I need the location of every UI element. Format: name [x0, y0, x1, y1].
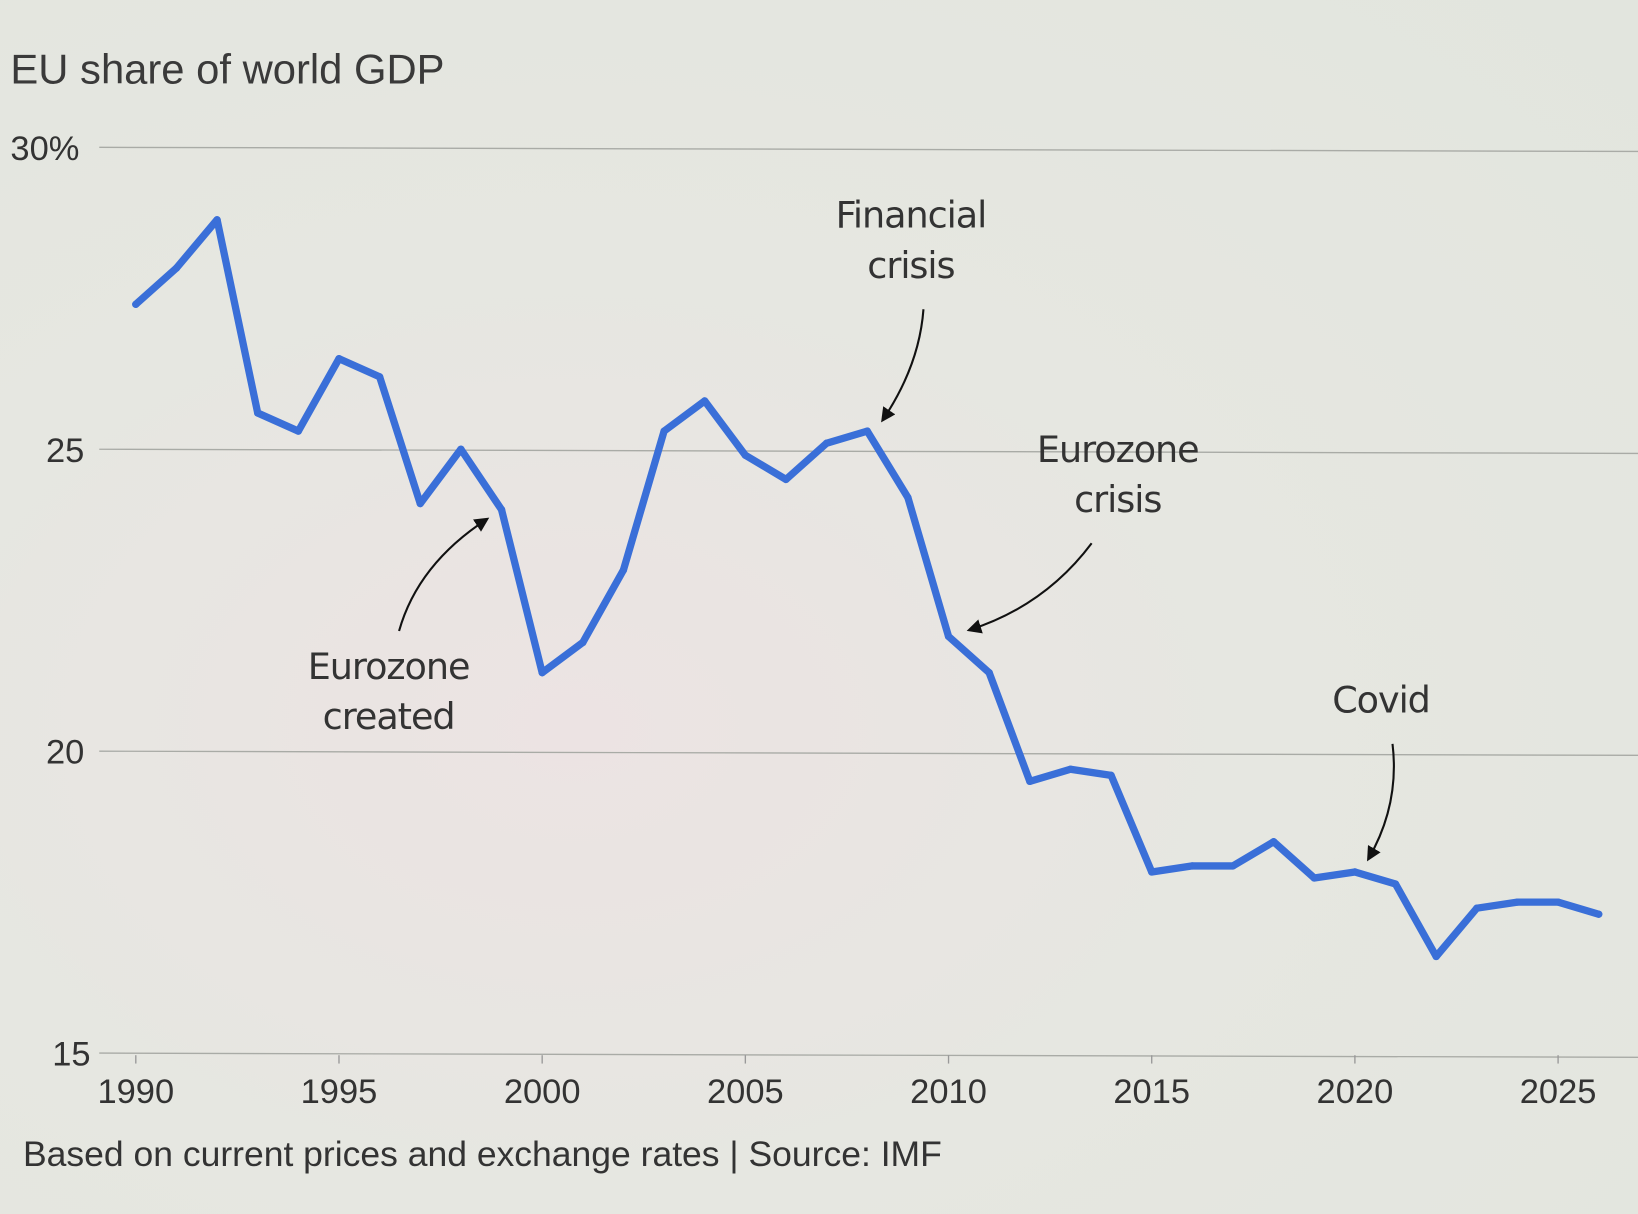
data-point [741, 451, 750, 459]
data-point [416, 499, 424, 508]
data-point [619, 566, 628, 574]
x-tick-label: 2020 [1317, 1073, 1394, 1111]
data-point [1066, 765, 1075, 773]
data-point [863, 427, 871, 435]
annotation-arrow [966, 542, 1093, 634]
data-point [254, 409, 262, 417]
data-point [1432, 952, 1440, 961]
data-point [1391, 880, 1400, 888]
annotation-label: created [323, 695, 455, 738]
data-point [1554, 898, 1562, 906]
data-point [1351, 868, 1359, 876]
data-point [822, 439, 831, 447]
data-point [1026, 777, 1034, 786]
gridline [99, 1052, 1638, 1058]
annotation: Eurozone created [308, 517, 490, 738]
y-tick-label: 25 [46, 432, 84, 470]
data-point [579, 638, 587, 647]
annotation-label: Eurozone [308, 645, 470, 688]
chart-footnote: Based on current prices and exchange rat… [23, 1134, 942, 1174]
data-point [1229, 862, 1237, 870]
y-tick-label: 15 [52, 1036, 90, 1074]
data-point [1148, 868, 1156, 876]
data-point [457, 445, 465, 453]
series-line [132, 216, 1603, 961]
data-point [944, 632, 953, 641]
data-point [335, 355, 343, 363]
annotation-label: Financial [836, 194, 987, 237]
annotation-label: Covid [1332, 679, 1430, 722]
annotation-arrow [398, 517, 490, 632]
data-point [375, 373, 384, 381]
data-point [985, 669, 993, 677]
chart-title: EU share of world GDP [10, 46, 444, 93]
data-point [497, 505, 506, 514]
x-tick-label: 2000 [504, 1073, 581, 1111]
data-point [172, 264, 181, 272]
annotation: Eurozone crisis [966, 428, 1200, 634]
data-point [132, 300, 140, 308]
data-point [213, 216, 221, 224]
data-point [1188, 862, 1197, 870]
gridline [99, 448, 1638, 455]
gridline [99, 750, 1638, 757]
x-tick-label: 2010 [910, 1073, 987, 1111]
data-point [1473, 904, 1481, 912]
data-point [904, 493, 912, 502]
x-tick-label: 2005 [707, 1073, 784, 1111]
annotation: Covid [1332, 679, 1431, 862]
data-point [294, 427, 303, 435]
annotation-label: crisis [1074, 478, 1161, 521]
data-point [1310, 874, 1318, 882]
annotation-label: crisis [867, 244, 954, 287]
y-tick-label: 30% [10, 130, 79, 168]
data-point [1595, 910, 1603, 918]
x-tick-label: 2015 [1113, 1073, 1190, 1111]
y-tick-label: 20 [46, 734, 84, 772]
x-tick-label: 1990 [97, 1073, 174, 1111]
data-point [538, 669, 546, 677]
annotation-arrow [1367, 743, 1395, 862]
data-point [1107, 771, 1115, 779]
annotation: Financial crisis [836, 194, 987, 423]
data-point [1513, 898, 1522, 906]
data-point [782, 475, 790, 484]
x-tick-label: 2025 [1520, 1073, 1597, 1111]
annotation-label: Eurozone [1037, 428, 1199, 471]
data-point [1269, 838, 1278, 846]
annotation-arrow [881, 309, 925, 423]
data-point [660, 427, 668, 435]
data-point [701, 397, 709, 405]
x-tick-label: 1995 [301, 1073, 378, 1111]
gridline [99, 146, 1638, 153]
